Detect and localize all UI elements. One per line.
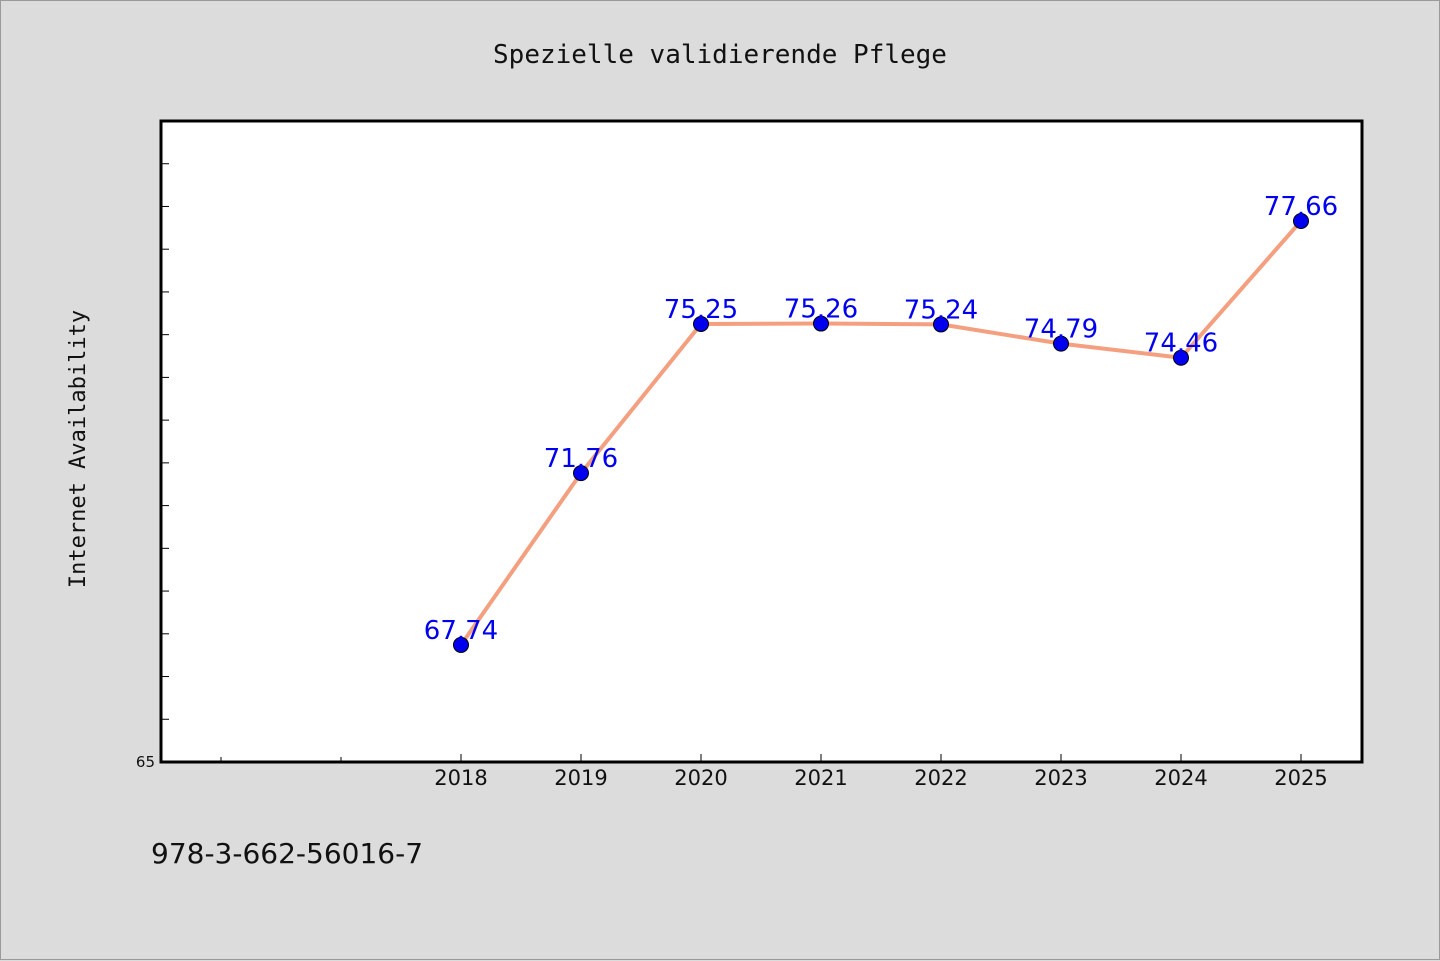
x-tick-label: 2018 (434, 766, 487, 790)
data-label: 75.25 (664, 295, 738, 325)
data-point (1173, 349, 1189, 366)
y-axis-label: Internet Availability (66, 310, 91, 588)
data-label: 74.79 (1024, 315, 1098, 345)
footer-isbn: 978-3-662-56016-7 (151, 837, 423, 870)
series-layer: 67.74 71.76 75.25 75.26 75.24 74.79 74.46 77.66 (424, 192, 1338, 653)
x-axis-ticks: 2018 2019 2020 2021 2022 2023 2024 2025 (220, 754, 1328, 790)
data-point (1053, 335, 1069, 352)
x-tick-label: 2020 (674, 766, 727, 790)
data-point (1293, 212, 1309, 229)
data-label: 75.26 (784, 295, 858, 325)
data-point (453, 636, 469, 653)
x-tick-label: 2019 (554, 766, 607, 790)
data-point (813, 315, 829, 332)
data-label: 77.66 (1264, 192, 1338, 222)
series-line (459, 218, 1303, 647)
x-tick-label: 2024 (1154, 766, 1207, 790)
data-label: 75.24 (904, 295, 978, 325)
data-point (693, 315, 709, 332)
plot-area (159, 119, 1364, 764)
x-tick-label: 2022 (914, 766, 967, 790)
x-tick-label: 2023 (1034, 766, 1087, 790)
data-label: 67.74 (424, 616, 498, 646)
data-label: 71.76 (544, 444, 618, 474)
chart-title: Spezielle validierende Pflege (493, 40, 947, 70)
data-point (933, 316, 949, 333)
data-label: 74.46 (1144, 329, 1218, 359)
y-axis-ticks: 65 (136, 163, 169, 771)
data-point (573, 465, 589, 482)
x-tick-label: 2021 (794, 766, 847, 790)
y-tick-label: 65 (136, 753, 155, 771)
x-tick-label: 2025 (1274, 766, 1327, 790)
